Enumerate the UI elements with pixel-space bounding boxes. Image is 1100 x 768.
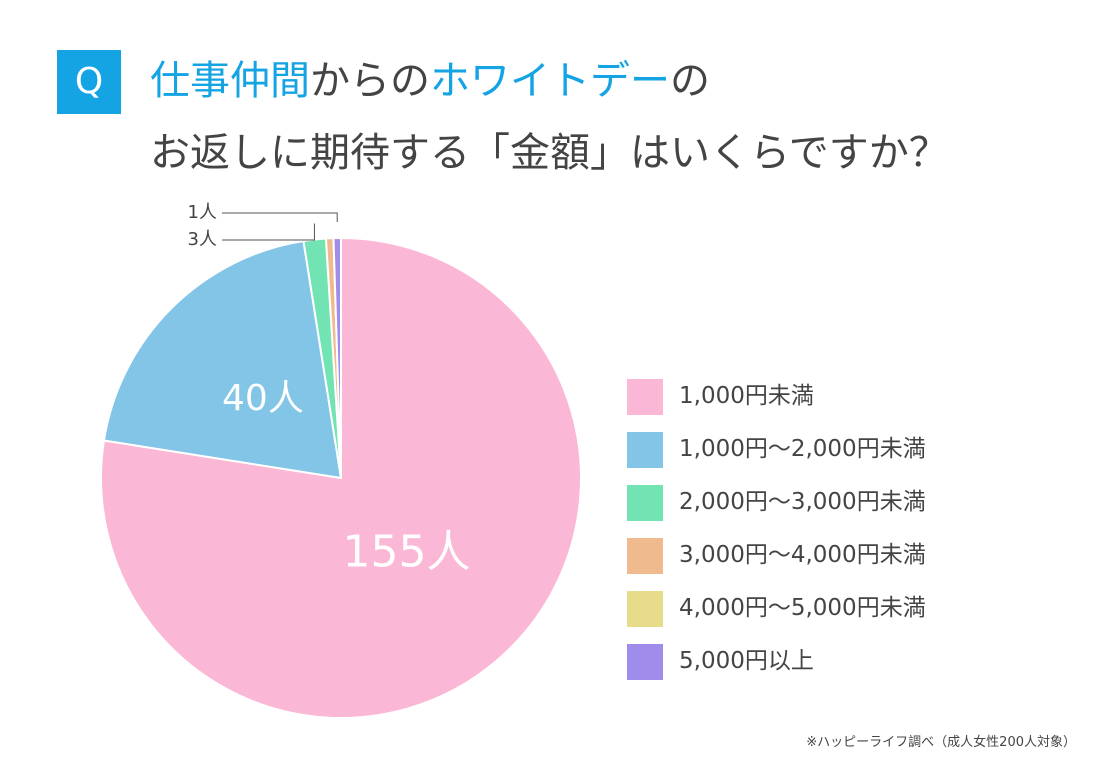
legend-swatch: [627, 538, 663, 574]
title-line-2: お返しに期待する「金額」はいくらですか？: [150, 130, 949, 176]
title-segment: の: [670, 58, 710, 104]
slice-callout-label: 3人: [188, 229, 217, 250]
legend-label: 5,000円以上: [679, 648, 814, 674]
pie-slice: [100, 236, 582, 719]
slice-value-label: 155人: [342, 527, 470, 578]
legend-swatch: [627, 432, 663, 468]
legend-swatch: [627, 485, 663, 521]
legend-swatch: [627, 379, 663, 415]
title-segment: からの: [310, 58, 430, 104]
pie-slice: [102, 239, 343, 480]
legend-label: 1,000円未満: [679, 383, 814, 409]
pie-slice: [332, 236, 342, 479]
callout-leader-line: [222, 223, 315, 241]
callout-leader-line: [222, 212, 338, 223]
legend-label: 3,000円～4,000円未満: [679, 542, 926, 568]
title-segment: ホワイトデー: [430, 58, 670, 104]
legend-swatch: [627, 591, 663, 627]
legend-label: 4,000円～5,000円未満: [679, 595, 926, 621]
title-line-1: 仕事仲間からのホワイトデーの: [150, 53, 710, 109]
legend-swatch: [627, 644, 663, 680]
legend-label: 1,000円～2,000円未満: [679, 436, 926, 462]
legend-label: 2,000円～3,000円未満: [679, 489, 926, 515]
source-note: ※ハッピーライフ調べ（成人女性200人対象）: [806, 735, 1076, 750]
question-badge: Q: [57, 50, 121, 114]
slice-callout-label: 1人: [188, 202, 217, 223]
title-segment: 仕事仲間: [150, 58, 310, 104]
slice-value-label: 40人: [222, 378, 304, 419]
